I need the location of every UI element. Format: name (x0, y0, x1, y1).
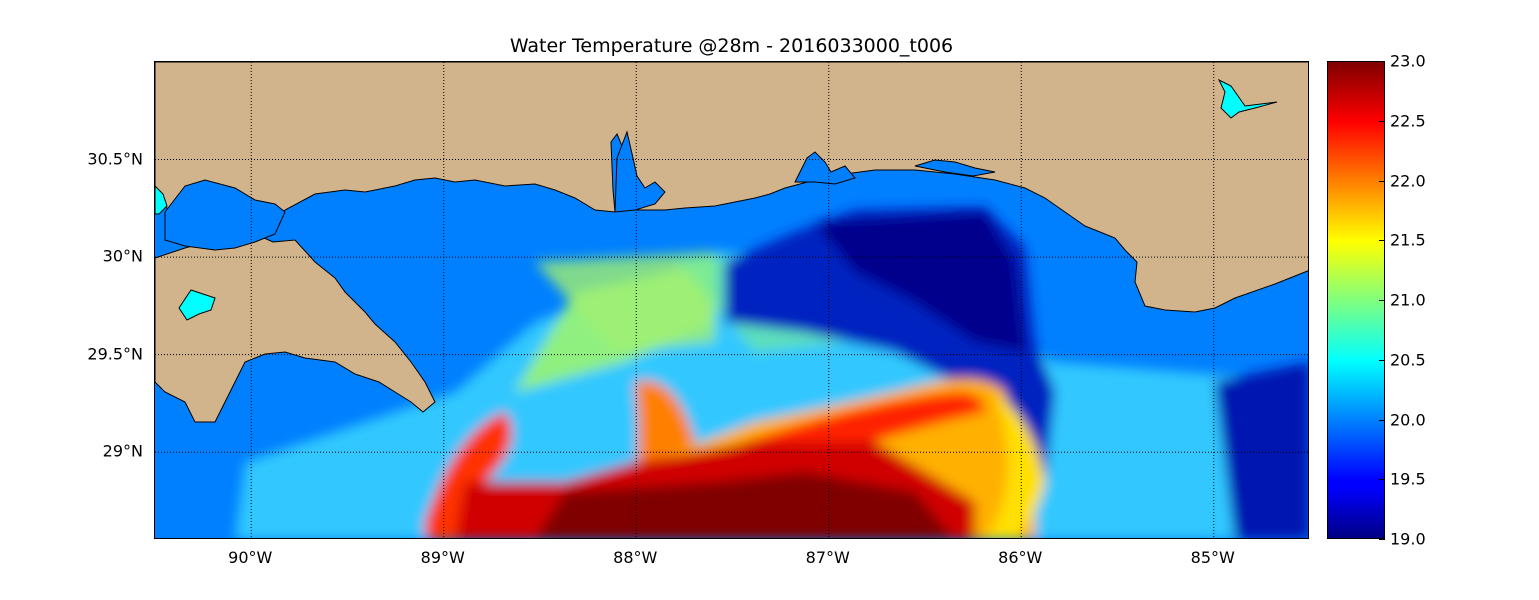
lon-tick-label: 85°W (1190, 548, 1235, 567)
colorbar-tick-label: 19.5 (1390, 469, 1426, 489)
map-panel (154, 61, 1309, 539)
colorbar-tick-label: 20.5 (1390, 350, 1426, 370)
lat-tick-label: 29.5°N (87, 344, 143, 364)
lake-northeast (1217, 78, 1278, 119)
colorbar-tick-label: 22.5 (1390, 111, 1426, 131)
colorbar-tick-label: 20.0 (1390, 410, 1426, 429)
land-west (155, 233, 436, 423)
colorbar-tick-mark (1379, 359, 1385, 361)
colorbar-tick-label: 22.0 (1390, 171, 1426, 190)
colorbar-tick-label: 21.0 (1390, 290, 1426, 310)
colorbar-tick-label: 19.0 (1390, 529, 1426, 549)
colorbar-tick-label: 21.5 (1390, 230, 1426, 250)
colorbar-tick-mark (1379, 61, 1385, 62)
colorbar-tick-mark (1379, 180, 1385, 182)
mobile-bay (614, 130, 666, 213)
choctaw-bay (914, 159, 996, 177)
lon-tick-label: 88°W (613, 548, 658, 567)
colorbar-tick-mark (1379, 120, 1385, 122)
lat-tick-label: 30°N (102, 246, 143, 266)
colorbar-tick-mark (1379, 240, 1385, 242)
lon-tick-label: 86°W (998, 548, 1043, 567)
lat-tick-label: 30.5°N (87, 149, 143, 169)
lon-tick-label: 90°W (228, 548, 273, 567)
colorbar-tick-mark (1379, 479, 1385, 481)
map-canvas (155, 62, 1308, 538)
lon-tick-label: 87°W (805, 548, 850, 567)
lat-tick-label: 29°N (102, 441, 143, 461)
colorbar-tick-mark (1379, 539, 1385, 540)
lake-pontchartrain (164, 179, 286, 251)
colorbar (1327, 61, 1385, 539)
lon-tick-label: 89°W (420, 548, 465, 567)
graticule (155, 62, 1308, 538)
temperature-field (235, 207, 1308, 538)
map-title: Water Temperature @28m - 2016033000_t006 (509, 35, 954, 57)
land-north (155, 62, 1308, 313)
colorbar-tick-mark (1379, 300, 1385, 301)
colorbar-tick-mark (1379, 419, 1385, 421)
lake-inland-small (155, 185, 168, 215)
colorbar-gradient (1328, 62, 1384, 538)
colorbar-tick-label: 23.0 (1390, 51, 1426, 71)
lake-inland (178, 289, 216, 321)
